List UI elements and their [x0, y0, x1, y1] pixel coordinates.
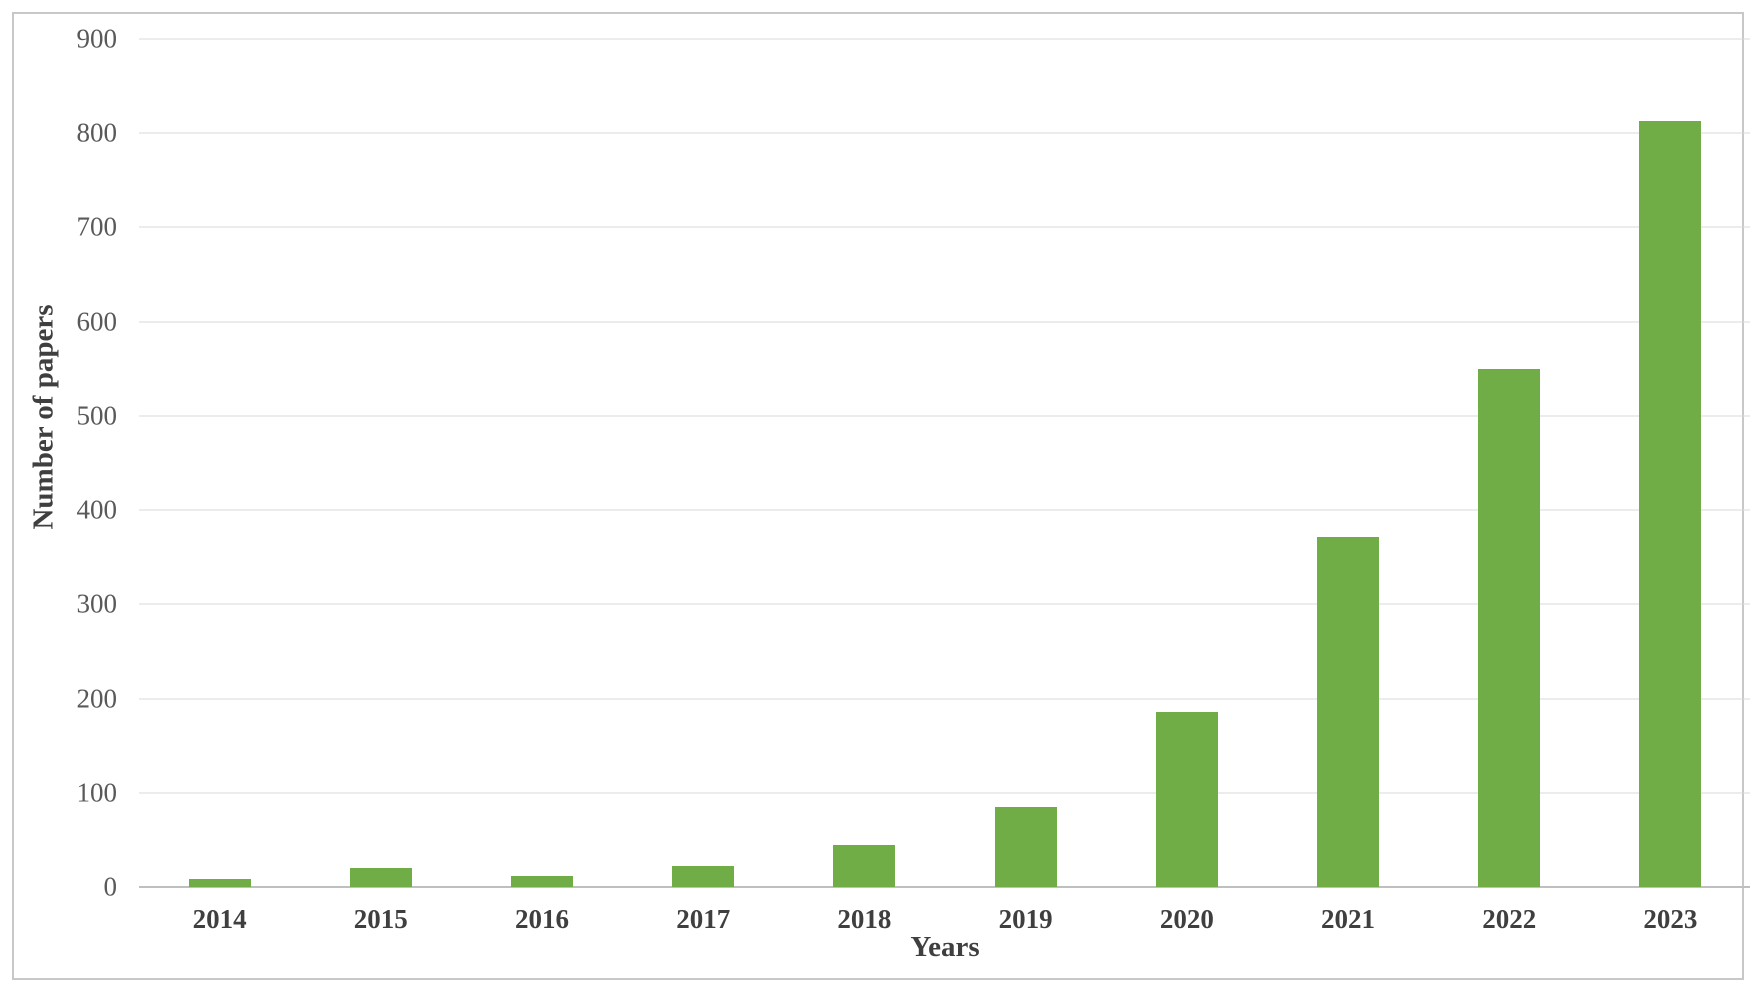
bar-column-2021: 2021	[1267, 39, 1428, 934]
bar-2020	[1155, 711, 1218, 887]
bar-column-2020: 2020	[1106, 39, 1267, 934]
bar-2019	[994, 806, 1057, 887]
bar-column-2022: 2022	[1429, 39, 1590, 934]
bar-column-2018: 2018	[784, 39, 945, 934]
bar-column-2015: 2015	[300, 39, 461, 934]
x-tick-label-2014: 2014	[192, 904, 247, 934]
x-tick-label-2018: 2018	[837, 904, 892, 934]
x-tick-label-2021: 2021	[1321, 904, 1376, 934]
gridline	[139, 792, 1750, 794]
y-tick-label: 900	[76, 23, 118, 54]
bar-2015	[349, 868, 412, 887]
y-tick-label: 700	[76, 211, 118, 242]
x-tick-label-2022: 2022	[1482, 904, 1537, 934]
gridline-layer: 0 100 200 300 400 500 600 700 800 900	[77, 25, 1750, 900]
y-tick-label: 0	[103, 871, 118, 902]
bar-2014	[188, 878, 251, 887]
x-tick-label-2019: 2019	[998, 904, 1053, 934]
plot-area: 0 100 200 300 400 500 600 700 800 900 2014 2015 201…	[77, 25, 1750, 934]
gridline	[139, 509, 1750, 511]
x-tick-label-2017: 2017	[676, 904, 731, 934]
gridline	[139, 226, 1750, 228]
bar-columns: 2014 2015 2016 2017 2018 2019 2020 2021 2022 2023	[139, 39, 1750, 934]
y-tick-label: 800	[76, 117, 118, 148]
y-tick-label: 400	[76, 494, 118, 525]
bar-column-2016: 2016	[461, 39, 622, 934]
bar-2021	[1317, 536, 1380, 887]
gridline	[139, 321, 1750, 323]
bar-2018	[833, 844, 896, 887]
x-axis-line	[139, 886, 1750, 888]
x-axis-title: Years	[910, 931, 980, 963]
x-tick-label-2023: 2023	[1643, 904, 1698, 934]
gridline	[139, 698, 1750, 700]
y-tick-label: 600	[76, 306, 118, 337]
bar-2016	[511, 875, 573, 887]
gridline	[139, 132, 1750, 134]
bar-column-2023: 2023	[1590, 39, 1750, 934]
x-tick-label-2020: 2020	[1159, 904, 1214, 934]
bar-column-2014: 2014	[139, 39, 300, 934]
x-tick-label-2016: 2016	[515, 904, 569, 934]
bar-column-2017: 2017	[623, 39, 784, 934]
y-tick-label: 100	[76, 777, 118, 808]
bar-2022	[1478, 368, 1541, 887]
y-tick-label: 300	[76, 588, 118, 619]
gridline	[139, 415, 1750, 417]
y-tick-label: 200	[76, 683, 118, 714]
gridline	[139, 38, 1750, 40]
bar-2017	[672, 866, 735, 887]
chart-frame: Number of papers 0 100 200 300 400 500 600 700 8…	[12, 12, 1750, 980]
x-tick-label-2015: 2015	[353, 904, 408, 934]
y-tick-label: 500	[76, 400, 118, 431]
gridline	[139, 603, 1750, 605]
bar-column-2019: 2019	[945, 39, 1106, 934]
bar-2023	[1639, 120, 1702, 887]
